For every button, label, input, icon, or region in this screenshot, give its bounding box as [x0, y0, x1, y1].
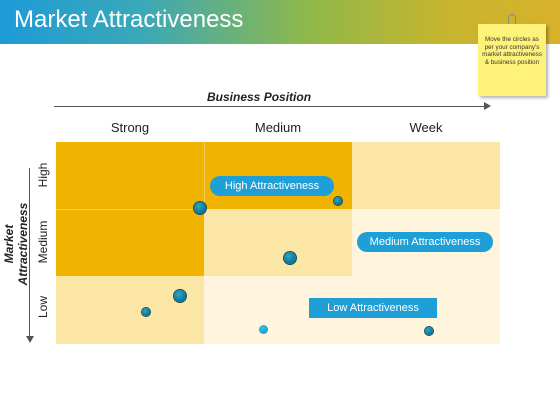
- position-circle[interactable]: [334, 197, 342, 205]
- column-header-strong: Strong: [110, 120, 150, 135]
- sticky-note: Move the circles as per your company's m…: [478, 24, 546, 96]
- cell-strong-medium: [56, 209, 204, 276]
- medium-attractiveness-label: Medium Attractiveness: [357, 232, 493, 252]
- column-header-medium: Medium: [254, 120, 302, 135]
- column-header-week: Week: [409, 120, 443, 135]
- x-axis-line: [54, 106, 486, 107]
- cell-strong-low: [56, 276, 204, 344]
- position-circle[interactable]: [142, 308, 150, 316]
- title-bar: Market Attractiveness: [0, 0, 560, 44]
- row-header-low: Low: [36, 296, 50, 319]
- y-axis-line: [29, 168, 30, 338]
- position-circle[interactable]: [284, 252, 296, 264]
- x-axis-label: Business Position: [207, 90, 312, 104]
- row-header-medium: Medium: [36, 220, 50, 264]
- cell-week-high: [352, 142, 500, 209]
- cell-medium-high: [204, 142, 352, 209]
- page-title: Market Attractiveness: [14, 6, 244, 33]
- low-attractiveness-label: Low Attractiveness: [309, 298, 437, 318]
- position-circle[interactable]: [194, 202, 206, 214]
- x-axis-arrow-icon: [484, 102, 491, 110]
- row-header-high: High: [36, 162, 50, 188]
- y-axis-arrow-icon: [26, 336, 34, 343]
- y-axis-label: Market Attractiveness: [2, 202, 30, 286]
- cell-strong-high: [56, 142, 204, 209]
- position-circle[interactable]: [425, 327, 433, 335]
- position-circle[interactable]: [259, 325, 268, 334]
- position-circle[interactable]: [174, 290, 186, 302]
- cell-medium-medium: [204, 209, 352, 276]
- high-attractiveness-label: High Attractiveness: [210, 176, 334, 196]
